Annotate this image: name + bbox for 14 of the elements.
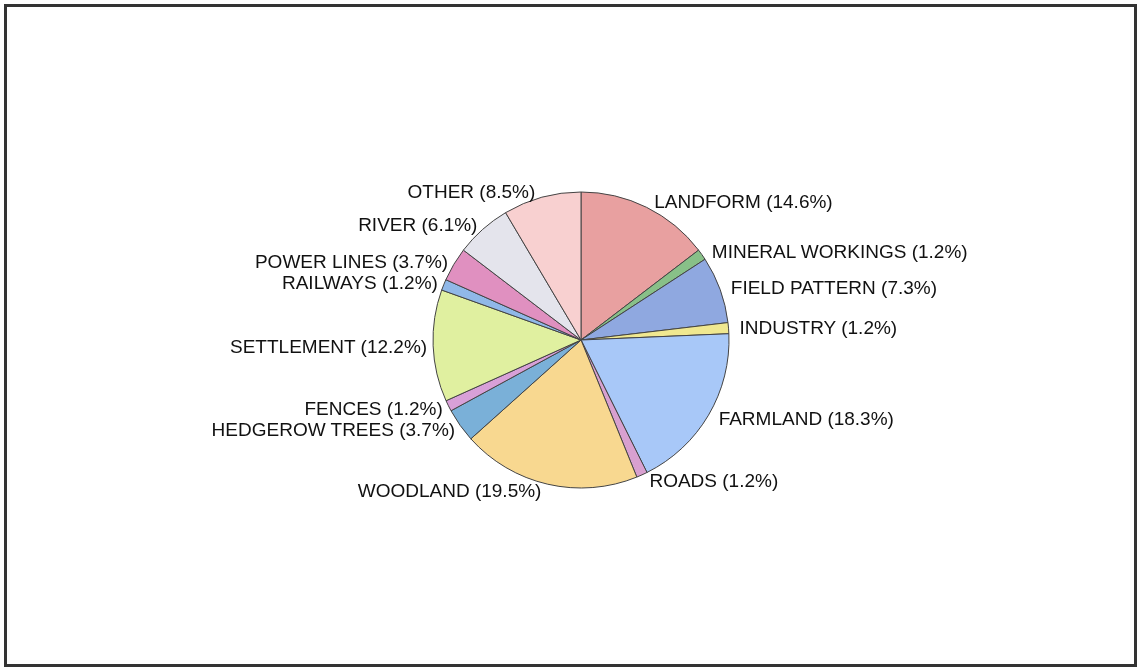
slice-label: FIELD PATTERN (7.3%) (730, 277, 938, 299)
slice-label: WOODLAND (19.5%) (357, 479, 542, 501)
slice-label: SETTLEMENT (12.2%) (230, 335, 428, 357)
slice-label: MINERAL WORKINGS (1.2%) (711, 240, 968, 262)
slice-label: LANDFORM (14.6%) (654, 191, 833, 213)
slice-label: RAILWAYS (1.2%) (281, 272, 438, 294)
slice-label: FARMLAND (18.3%) (718, 407, 894, 429)
slice-label: FENCES (1.2%) (304, 397, 443, 419)
slice-label: RIVER (6.1%) (358, 214, 478, 236)
slice-label: POWER LINES (3.7%) (254, 250, 449, 272)
slice-label: HEDGEROW TREES (3.7%) (211, 418, 456, 440)
slice-label: ROADS (1.2%) (649, 469, 779, 491)
slice-label: OTHER (8.5%) (407, 180, 536, 202)
slice-label: INDUSTRY (1.2%) (739, 317, 898, 339)
